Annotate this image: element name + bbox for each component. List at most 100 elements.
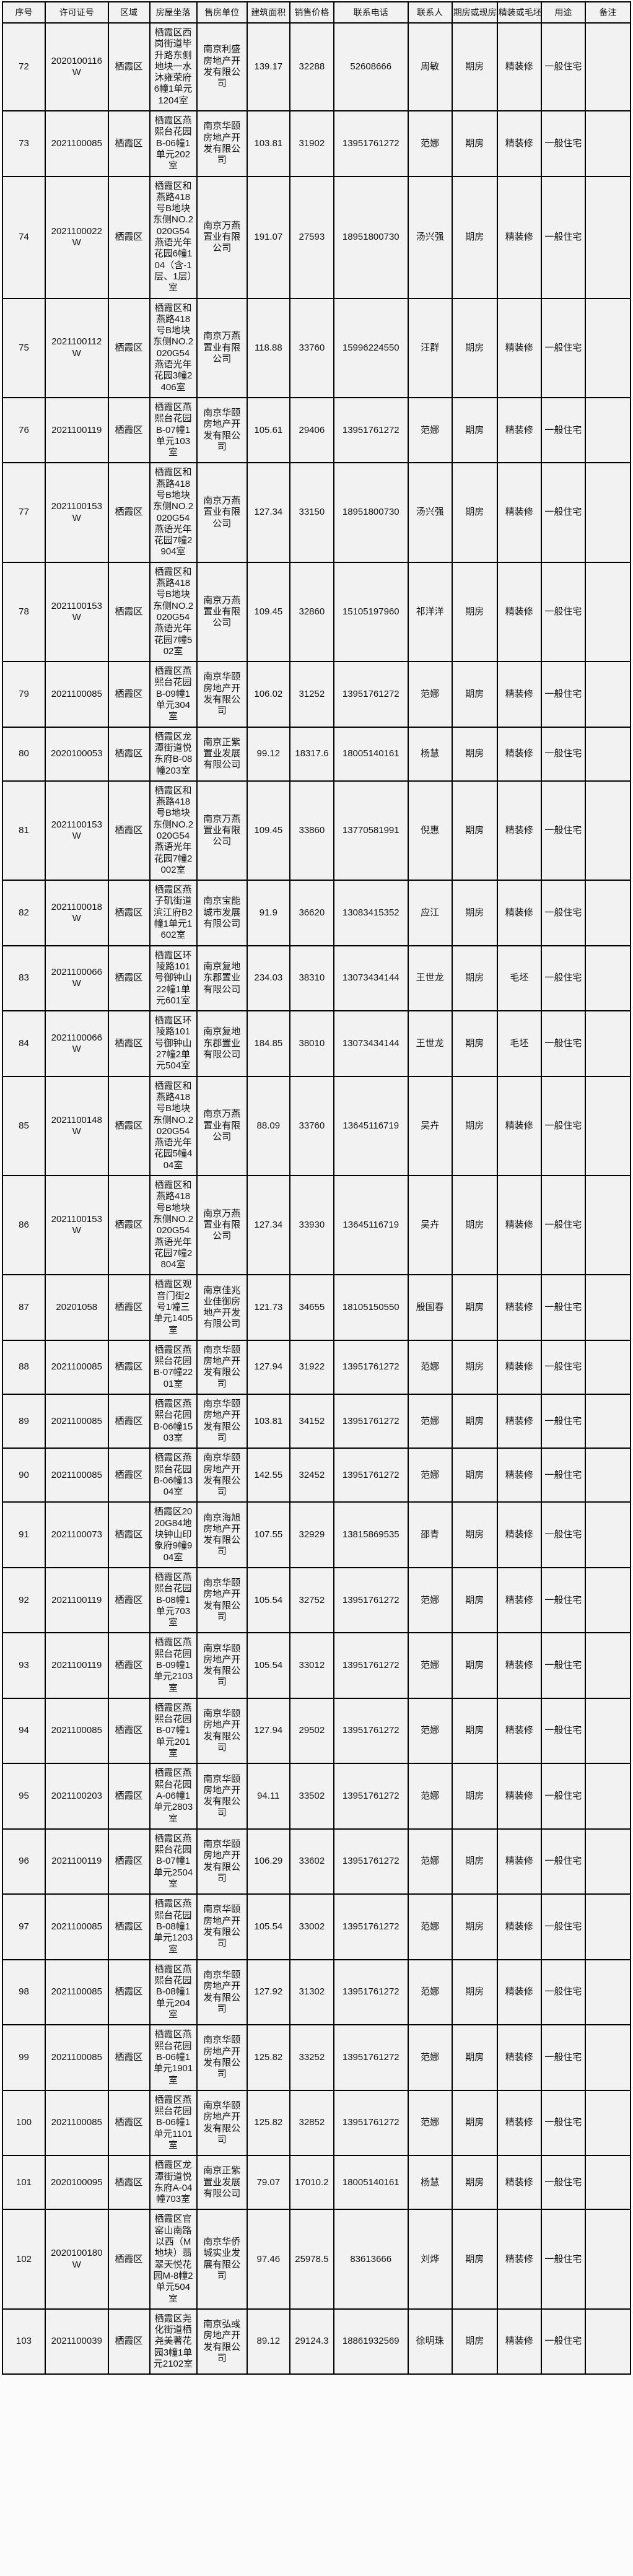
cell-contact: 王世龙 [407,1010,453,1077]
cell-district: 栖霞区 [107,110,151,177]
cell-price: 29502 [289,1697,334,1765]
cell-company: 南京复地东郡置业有限公司 [196,945,248,1012]
cell-decoration: 精装修 [496,175,542,299]
cell-area: 88.09 [246,1075,290,1177]
cell-phone: 18861932569 [333,2308,409,2375]
table-row: 83 2021100066W 栖霞区 栖霞区环陵路101号御钟山22幢1单元601室南… [1,945,632,1012]
cell-area: 105.61 [246,396,290,464]
cell-address: 栖霞区燕熙台花园B-06幢1304室 [149,1447,198,1503]
cell-area: 121.73 [246,1274,290,1341]
cell-company: 南京华颐房地产开发有限公司 [196,1763,248,1830]
cell-address: 栖霞区燕熙台花园B-08幢1单元1203室 [149,1893,198,1960]
cell-delivery: 期房 [451,22,498,112]
cell-usage: 一般住宅 [540,2209,586,2310]
cell-remark [584,1893,632,1960]
cell-price: 17010.2 [289,2155,334,2211]
cell-contact: 倪惠 [407,780,453,881]
cell-delivery: 期房 [451,110,498,177]
cell-company: 南京利盛房地产开发有限公司 [196,22,248,112]
table-row: 80 2020100053 栖霞区 栖霞区龙潭街道悦东府B-08幢203室 南京正紫置业… [1,726,632,782]
cell-delivery: 期房 [451,2089,498,2157]
cell-decoration: 精装修 [496,2308,542,2375]
cell-no: 95 [1,1763,46,1830]
cell-no: 85 [1,1075,46,1177]
cell-area: 94.11 [246,1763,290,1830]
cell-contact: 范娜 [407,1339,453,1395]
cell-license: 2021100153W [45,1175,109,1276]
cell-decoration: 精装修 [496,1893,542,1960]
cell-no: 96 [1,1828,46,1895]
table-row: 89 2021100085 栖霞区 栖霞区燕熙台花园B-06幢1503室 南京华颐房地产… [1,1394,632,1449]
cell-license: 2021100085 [45,2024,109,2091]
cell-district: 栖霞区 [107,297,151,398]
table-row: 79 2021100085 栖霞区 栖霞区燕熙台花园B-09幢1单元304室 南京华颐房… [1,661,632,728]
cell-price: 31252 [289,661,334,728]
cell-remark [584,2155,632,2211]
cell-remark [584,1010,632,1077]
cell-decoration: 精装修 [496,2155,542,2211]
table-row: 90 2021100085 栖霞区 栖霞区燕熙台花园B-06幢1304室 南京华颐房地产… [1,1447,632,1503]
cell-license: 2021100153W [45,462,109,563]
cell-address: 栖霞区燕熙台花园B-07幢2201室 [149,1339,198,1395]
cell-license: 2021100085 [45,1893,109,1960]
cell-phone: 15105197960 [333,561,409,663]
cell-phone: 13815869535 [333,1501,409,1568]
cell-contact: 范娜 [407,1697,453,1765]
cell-price: 33860 [289,780,334,881]
cell-area: 99.12 [246,726,290,782]
cell-company: 南京华颐房地产开发有限公司 [196,661,248,728]
cell-delivery: 期房 [451,462,498,563]
cell-usage: 一般住宅 [540,1697,586,1765]
cell-price: 27593 [289,175,334,299]
cell-area: 97.46 [246,2209,290,2310]
cell-price: 34152 [289,1394,334,1449]
cell-address: 栖霞区龙潭街道悦东府A-04幢703室 [149,2155,198,2211]
cell-area: 107.55 [246,1501,290,1568]
table-row: 86 2021100153W 栖霞区 栖霞区和燕路418号B地块东侧NO.2020G5… [1,1175,632,1276]
cell-decoration: 精装修 [496,396,542,464]
cell-company: 南京华颐房地产开发有限公司 [196,1632,248,1699]
header-company: 售房单位 [196,1,248,24]
header-license: 许可证号 [45,1,109,24]
table-row: 102 2020100180W 栖霞区 栖霞区官窑山南路以西（M地块）翡翠天悦花园M-… [1,2209,632,2310]
cell-license: 2021100022W [45,175,109,299]
cell-address: 栖霞区和燕路418号B地块东侧NO.2020G54燕语光年花园3幢2406室 [149,297,198,398]
cell-remark [584,22,632,112]
cell-remark [584,1632,632,1699]
cell-license: 2021100085 [45,1447,109,1503]
cell-price: 33760 [289,1075,334,1177]
cell-no: 75 [1,297,46,398]
cell-decoration: 精装修 [496,2024,542,2091]
cell-decoration: 精装修 [496,2089,542,2157]
cell-contact: 范娜 [407,1958,453,2026]
cell-address: 栖霞区燕熙台花园B-06幢1单元1101室 [149,2089,198,2157]
cell-usage: 一般住宅 [540,297,586,398]
cell-district: 栖霞区 [107,1175,151,1276]
cell-license: 2021100085 [45,1394,109,1449]
cell-phone: 13951761272 [333,1394,409,1449]
cell-no: 99 [1,2024,46,2091]
cell-price: 32752 [289,1566,334,1634]
cell-phone: 52608666 [333,22,409,112]
cell-district: 栖霞区 [107,1339,151,1395]
cell-price: 33602 [289,1828,334,1895]
cell-license: 2021100119 [45,1632,109,1699]
cell-decoration: 精装修 [496,1828,542,1895]
cell-remark [584,396,632,464]
cell-usage: 一般住宅 [540,561,586,663]
cell-remark [584,2089,632,2157]
cell-area: 89.12 [246,2308,290,2375]
cell-usage: 一般住宅 [540,1828,586,1895]
cell-license: 2021100018W [45,880,109,946]
cell-remark [584,945,632,1012]
cell-license: 2020100116W [45,22,109,112]
cell-license: 2021100085 [45,2089,109,2157]
table-row: 85 2021100148W 栖霞区 栖霞区和燕路418号B地块东侧NO.2020G5… [1,1075,632,1177]
cell-address: 栖霞区燕熙台花园B-09幢1单元304室 [149,661,198,728]
cell-decoration: 精装修 [496,661,542,728]
cell-no: 76 [1,396,46,464]
cell-decoration: 精装修 [496,780,542,881]
cell-contact: 汤兴强 [407,175,453,299]
cell-usage: 一般住宅 [540,1075,586,1177]
table-row: 94 2021100085 栖霞区 栖霞区燕熙台花园B-07幢1单元201室 南京华颐房… [1,1697,632,1765]
